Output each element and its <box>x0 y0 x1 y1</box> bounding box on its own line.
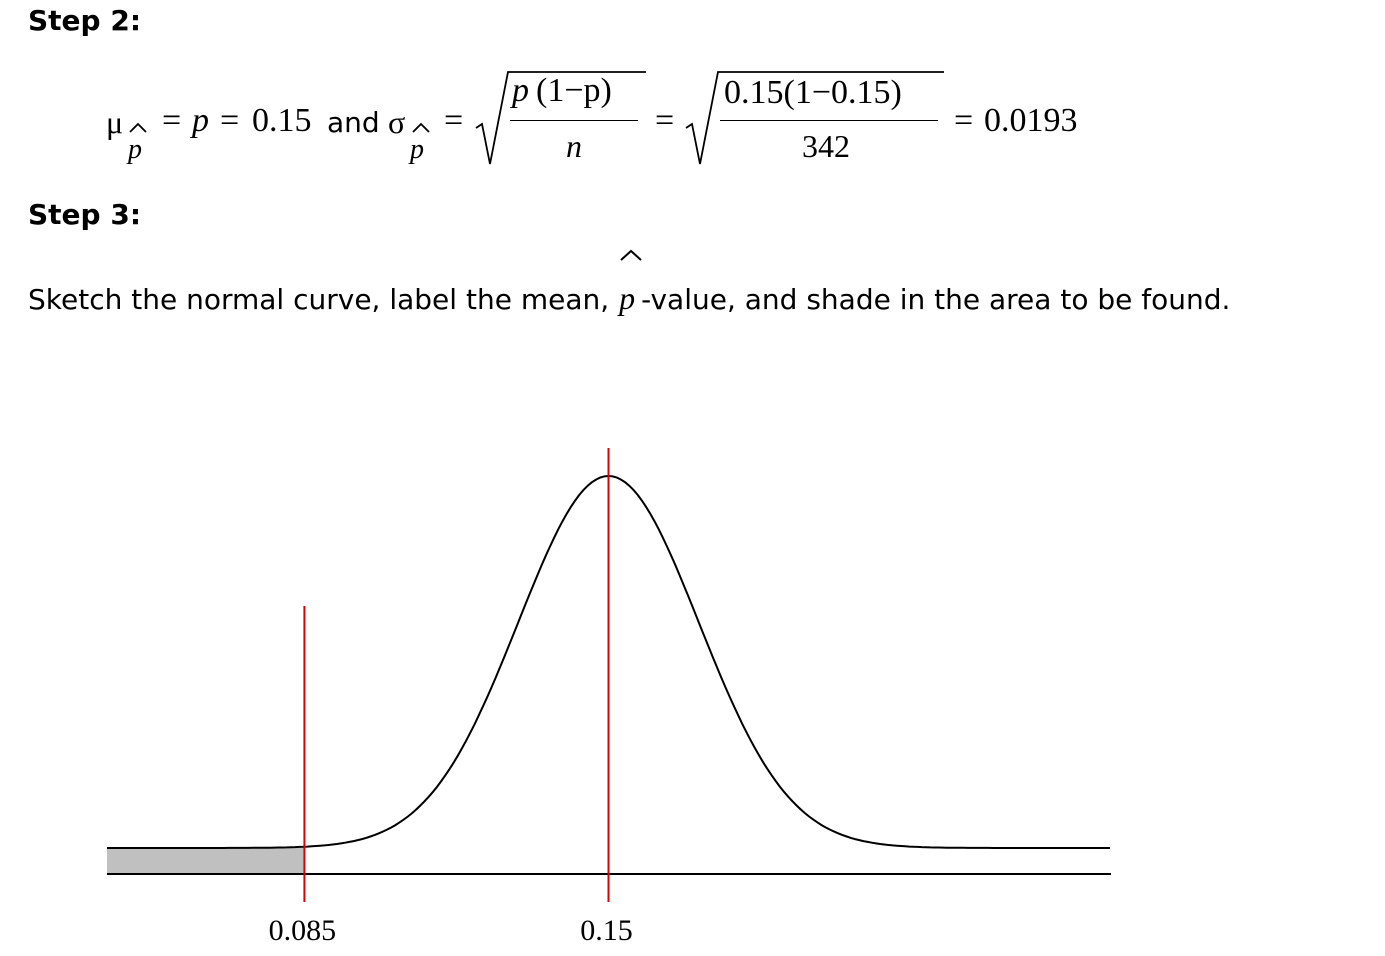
mean-value: 0.15 <box>252 102 312 139</box>
instruction-text-after: -value, and shade in the area to be foun… <box>641 283 1231 316</box>
normal-curve-chart: 0.085 0.15 <box>107 448 1111 947</box>
equals-sign: = <box>954 102 974 139</box>
hat-icon <box>620 249 642 261</box>
step-3-heading: Step 3: <box>28 198 142 231</box>
p-hat-letter: p <box>619 280 636 316</box>
fraction1-bar <box>510 120 638 121</box>
fraction1-denominator: n <box>566 128 582 164</box>
standard-error-result: 0.0193 <box>984 102 1078 139</box>
and-text: and <box>327 106 380 139</box>
tick-label-cutoff: 0.085 <box>269 914 337 947</box>
instruction-text-before: Sketch the normal curve, label the mean, <box>28 283 610 316</box>
sampling-distribution-formula: μ p = p = 0.15 and σ p = p (1−p) n = 0.1… <box>0 60 1385 180</box>
p-hat-symbol: p <box>619 249 642 317</box>
mu-subscript: p <box>128 134 142 165</box>
equals-sign: = <box>655 102 675 139</box>
fraction1-numerator-p: p <box>512 72 529 109</box>
fraction2-bar <box>720 120 938 121</box>
hat-icon <box>129 122 147 133</box>
hat-icon <box>412 122 430 133</box>
population-proportion: p <box>192 102 209 139</box>
fraction2-numerator: 0.15(1−0.15) <box>724 74 902 111</box>
sigma-symbol: σ <box>388 104 406 140</box>
tick-label-mean: 0.15 <box>580 914 633 947</box>
radical-sign-icon <box>685 71 944 165</box>
step-2-heading: Step 2: <box>28 4 142 37</box>
equals-sign: = <box>444 102 464 139</box>
equals-sign: = <box>220 102 240 139</box>
mu-symbol: μ <box>106 104 124 140</box>
step-3-instruction: Sketch the normal curve, label the mean,… <box>28 249 1231 317</box>
fraction2-denominator: 342 <box>802 128 850 164</box>
radical-sign-icon <box>475 71 646 165</box>
equals-sign: = <box>162 102 182 139</box>
fraction1-numerator-rest: (1−p) <box>536 72 612 109</box>
sigma-subscript: p <box>410 134 424 165</box>
shaded-left-tail-area <box>107 846 305 874</box>
